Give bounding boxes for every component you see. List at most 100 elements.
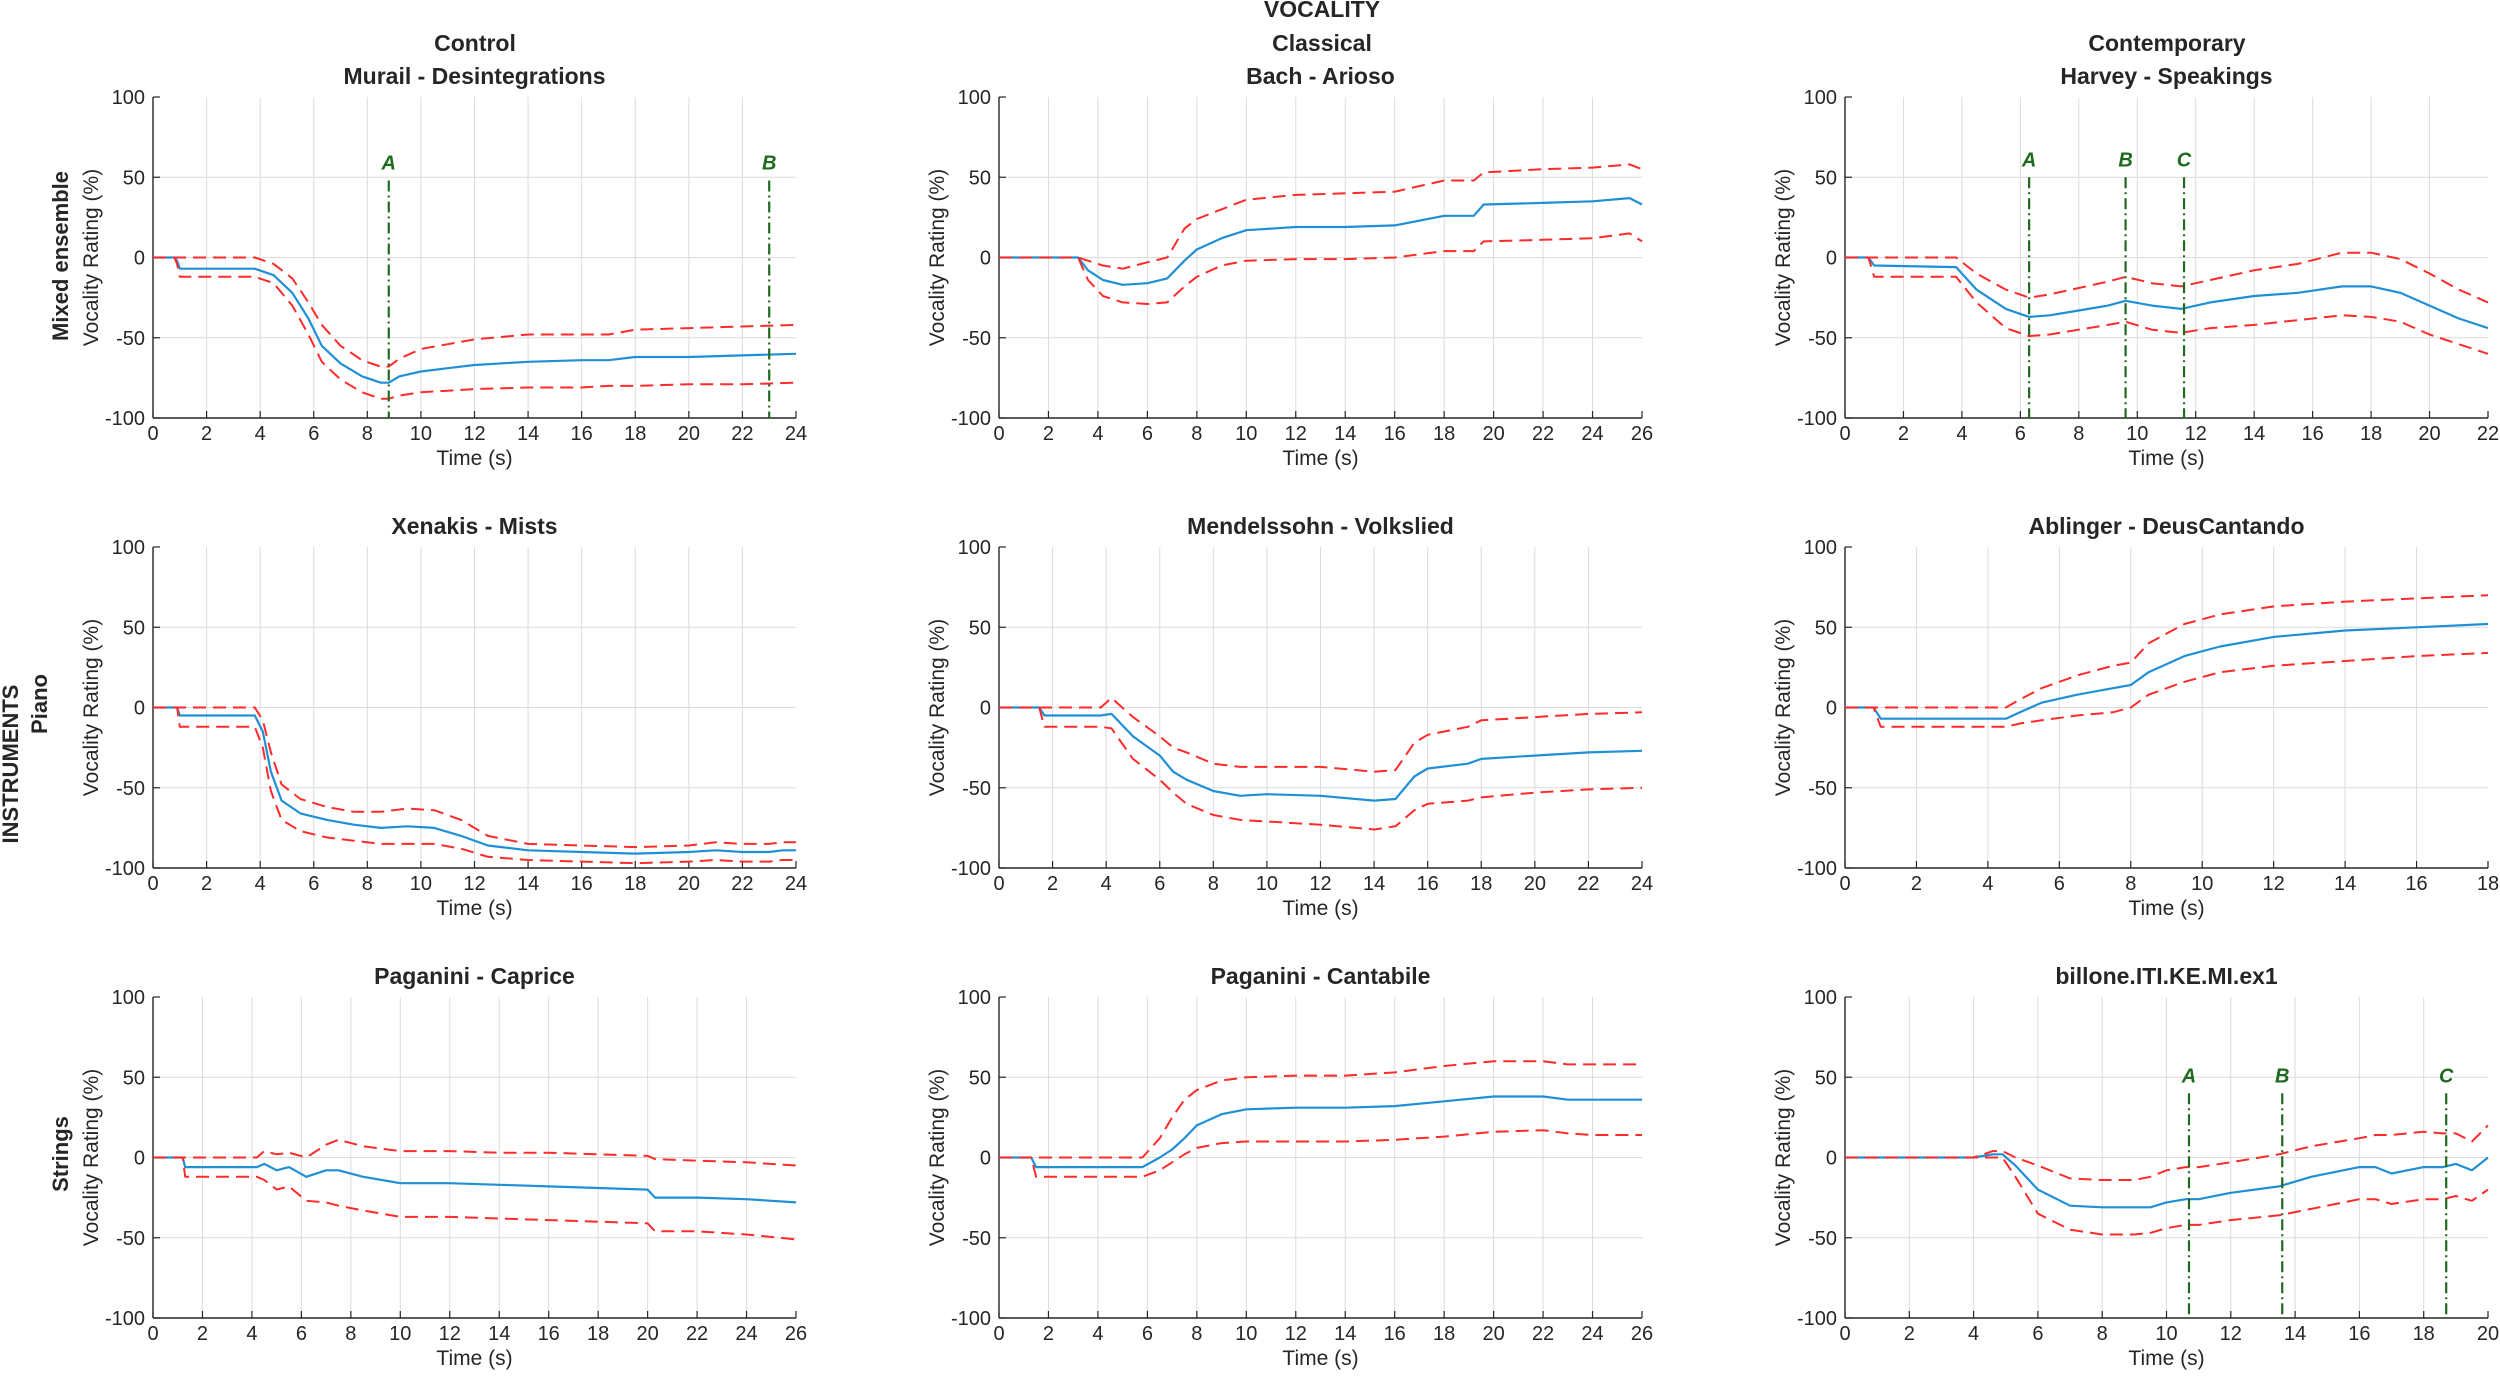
x-tick-label: 8 (362, 423, 373, 445)
mean-rating-line (153, 1156, 797, 1204)
y-tick-label: 100 (958, 87, 991, 109)
x-tick-label: 14 (2334, 873, 2356, 895)
x-tick-label: 6 (296, 1323, 307, 1345)
y-tick-label: 100 (112, 87, 145, 109)
x-tick-label: 18 (1470, 873, 1492, 895)
x-tick-label: 2 (1043, 423, 1054, 445)
x-tick-label: 12 (439, 1323, 461, 1345)
y-tick-label: 50 (969, 167, 991, 189)
x-tick-label: 10 (2155, 1323, 2177, 1345)
x-tick-label: 20 (1482, 1323, 1504, 1345)
x-tick-label: 26 (785, 1323, 807, 1345)
y-tick-label: -100 (951, 408, 991, 430)
y-tick-label: -50 (1808, 1228, 1837, 1250)
x-tick-label: 14 (1334, 423, 1356, 445)
x-tick-label: 24 (785, 423, 807, 445)
x-tick-label: 6 (2054, 873, 2065, 895)
x-tick-label: 2 (197, 1323, 208, 1345)
chart-title: Mendelssohn - Volkslied (1187, 513, 1454, 539)
y-axis-label: Vocality Rating (%) (1772, 619, 1795, 796)
event-marker-label: A (381, 152, 396, 174)
mean-rating-line (153, 256, 797, 384)
x-tick-label: 8 (2073, 423, 2084, 445)
y-tick-label: -50 (1808, 778, 1837, 800)
x-tick-label: 22 (731, 873, 753, 895)
y-tick-label: 0 (1826, 248, 1837, 270)
y-tick-label: -50 (962, 328, 991, 350)
x-axis-label: Time (s) (436, 447, 512, 470)
y-tick-label: 50 (1815, 617, 1837, 639)
x-tick-label: 6 (308, 423, 319, 445)
x-tick-label: 8 (345, 1323, 356, 1345)
x-tick-label: 0 (993, 1323, 1004, 1345)
y-tick-label: 50 (123, 167, 145, 189)
event-marker-label: A (2021, 149, 2036, 171)
x-tick-label: 16 (571, 873, 593, 895)
y-axis-label: Vocality Rating (%) (926, 619, 949, 796)
row-label-mixed-ensemble: Mixed ensemble (48, 171, 73, 341)
x-tick-label: 2 (1043, 1323, 1054, 1345)
x-tick-label: 16 (571, 423, 593, 445)
y-tick-label: -100 (1797, 858, 1837, 880)
y-tick-label: -50 (962, 1228, 991, 1250)
y-tick-label: 100 (112, 987, 145, 1009)
x-tick-label: 20 (1524, 873, 1546, 895)
y-tick-label: 0 (1826, 1148, 1837, 1170)
y-tick-label: -100 (951, 858, 991, 880)
y-tick-label: 50 (1815, 1067, 1837, 1089)
y-tick-label: -50 (962, 778, 991, 800)
y-axis-label: Vocality Rating (%) (80, 1069, 103, 1246)
y-axis-label: Vocality Rating (%) (1772, 169, 1795, 346)
y-axis-label: Vocality Rating (%) (80, 169, 103, 346)
x-tick-label: 0 (147, 423, 158, 445)
event-marker-label: B (762, 152, 776, 174)
upper-ci-line (1845, 594, 2489, 709)
upper-ci-line (153, 1138, 797, 1167)
x-tick-label: 4 (1101, 873, 1112, 895)
x-tick-label: 24 (1631, 873, 1653, 895)
y-tick-label: -100 (951, 1308, 991, 1330)
y-tick-label: 50 (123, 617, 145, 639)
event-marker-label: B (2118, 149, 2132, 171)
x-tick-label: 16 (538, 1323, 560, 1345)
x-tick-label: 10 (389, 1323, 411, 1345)
x-tick-label: 8 (362, 873, 373, 895)
x-tick-label: 12 (2220, 1323, 2242, 1345)
mean-rating-line (999, 706, 1643, 802)
y-tick-label: -50 (116, 778, 145, 800)
x-tick-label: 10 (410, 873, 432, 895)
y-tick-label: -50 (116, 1228, 145, 1250)
x-tick-label: 18 (2360, 423, 2382, 445)
x-tick-label: 20 (678, 423, 700, 445)
y-tick-label: 50 (123, 1067, 145, 1089)
y-tick-label: -100 (1797, 1308, 1837, 1330)
x-tick-label: 20 (678, 873, 700, 895)
x-tick-label: 2 (1898, 423, 1909, 445)
x-tick-label: 18 (1433, 423, 1455, 445)
x-tick-label: 12 (2263, 873, 2285, 895)
x-tick-label: 12 (1285, 1323, 1307, 1345)
x-tick-label: 16 (2405, 873, 2427, 895)
x-tick-label: 0 (1839, 423, 1850, 445)
x-tick-label: 18 (1433, 1323, 1455, 1345)
y-tick-label: 0 (134, 698, 145, 720)
x-tick-label: 6 (308, 873, 319, 895)
chart-title: Paganini - Caprice (374, 963, 575, 989)
lower-ci-line (1845, 256, 2489, 355)
lower-ci-line (153, 256, 797, 400)
x-axis-label: Time (s) (1282, 447, 1358, 470)
row-label-piano: Piano (27, 674, 52, 734)
chart-panel-6: Ablinger - DeusCantando 0 2 4 6 8 10 12 14 16 18 -1… (1772, 513, 2499, 920)
mean-rating-line (1845, 622, 2489, 720)
x-tick-label: 18 (2477, 873, 2499, 895)
event-marker-label: C (2177, 149, 2192, 171)
y-tick-label: 0 (980, 698, 991, 720)
x-tick-label: 8 (1208, 873, 1219, 895)
y-tick-label: 0 (134, 248, 145, 270)
y-axis-label: Vocality Rating (%) (926, 169, 949, 346)
x-tick-label: 0 (993, 873, 1004, 895)
chart-title: billone.ITI.KE.MI.ex1 (2055, 963, 2278, 989)
lower-ci-line (999, 232, 1643, 305)
